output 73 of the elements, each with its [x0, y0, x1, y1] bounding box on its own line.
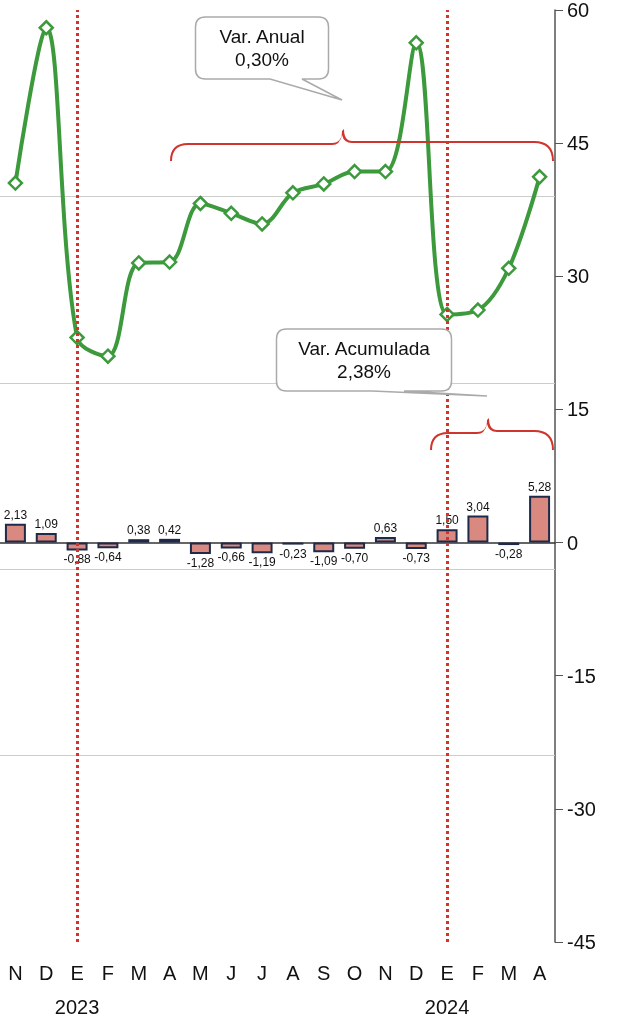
- data-label: -0,64: [94, 550, 122, 565]
- data-label: -0,88: [63, 552, 92, 567]
- data-label: 0,42: [157, 522, 182, 537]
- x-tick-label: S: [317, 962, 331, 984]
- bar: [313, 542, 335, 553]
- data-label: -0,66: [217, 550, 246, 565]
- x-tick-label: N: [378, 962, 393, 984]
- x-tick-label: D: [409, 962, 424, 984]
- y-tick-label: -15: [567, 664, 596, 687]
- bar: [374, 536, 396, 543]
- point: [161, 254, 178, 270]
- x-tick-label: N: [8, 962, 23, 984]
- bar: [436, 529, 458, 543]
- point: [192, 195, 209, 212]
- bar: [4, 523, 26, 543]
- point: [38, 20, 54, 36]
- x-tick-label: O: [346, 962, 363, 984]
- x-tick-label: J: [226, 962, 237, 984]
- point: [254, 216, 270, 232]
- data-label: -0,70: [340, 550, 369, 565]
- x-tick-label: M: [192, 962, 209, 984]
- point: [470, 302, 486, 318]
- bar: [529, 495, 551, 543]
- bar: [344, 542, 366, 549]
- point: [408, 35, 424, 51]
- data-label: 1,09: [34, 516, 59, 531]
- data-label: 0,63: [373, 520, 398, 535]
- point: [285, 185, 301, 201]
- bar: [97, 542, 119, 549]
- y-tick-label: -30: [567, 797, 596, 820]
- data-label: -1,19: [248, 555, 277, 570]
- x-tick-label: F: [101, 962, 115, 984]
- y-tick-label: 30: [567, 265, 590, 288]
- x-tick-label: M: [130, 962, 148, 984]
- data-label: 3,04: [466, 499, 490, 514]
- x-tick-label: D: [39, 962, 54, 984]
- data-label: -0,28: [495, 547, 523, 562]
- data-label: 0,38: [127, 523, 151, 538]
- bar: [467, 515, 489, 543]
- bar: [35, 532, 57, 543]
- x-tick-label: E 2024: [424, 962, 470, 1018]
- x-tick-label: A: [532, 962, 547, 984]
- y-tick-label: 60: [567, 0, 590, 21]
- data-label: -0,73: [402, 551, 431, 566]
- point: [100, 348, 116, 364]
- y-tick-label: -45: [567, 931, 596, 953]
- x-tick-label: F: [471, 962, 485, 984]
- point: [501, 260, 517, 277]
- x-tick-label: A: [286, 962, 301, 984]
- data-label: -1,09: [310, 554, 338, 569]
- x-tick-label: J: [257, 962, 268, 984]
- point: [131, 255, 147, 271]
- data-label: 5,28: [527, 479, 552, 494]
- point: [531, 169, 548, 185]
- data-label: -0,23: [279, 546, 307, 561]
- point: [223, 205, 239, 222]
- point: [377, 163, 394, 180]
- y-tick-label: 0: [567, 531, 579, 554]
- bar: [405, 542, 427, 550]
- annotation: Var. Anual 0,30%: [219, 26, 305, 70]
- point: [316, 176, 332, 192]
- x-tick-label: M: [500, 962, 518, 984]
- y-tick-label: 15: [567, 398, 590, 421]
- y-tick-label: 45: [567, 132, 590, 155]
- data-label: -1,28: [186, 555, 215, 570]
- data-label: 2,13: [3, 507, 28, 522]
- point: [7, 175, 24, 191]
- x-tick-label: A: [162, 962, 177, 984]
- x-tick-label: E 2023: [54, 962, 100, 1018]
- bar: [189, 542, 211, 554]
- point: [346, 163, 363, 180]
- annotation: Var. Acumulada 2,38%: [298, 338, 431, 382]
- bar: [251, 542, 273, 554]
